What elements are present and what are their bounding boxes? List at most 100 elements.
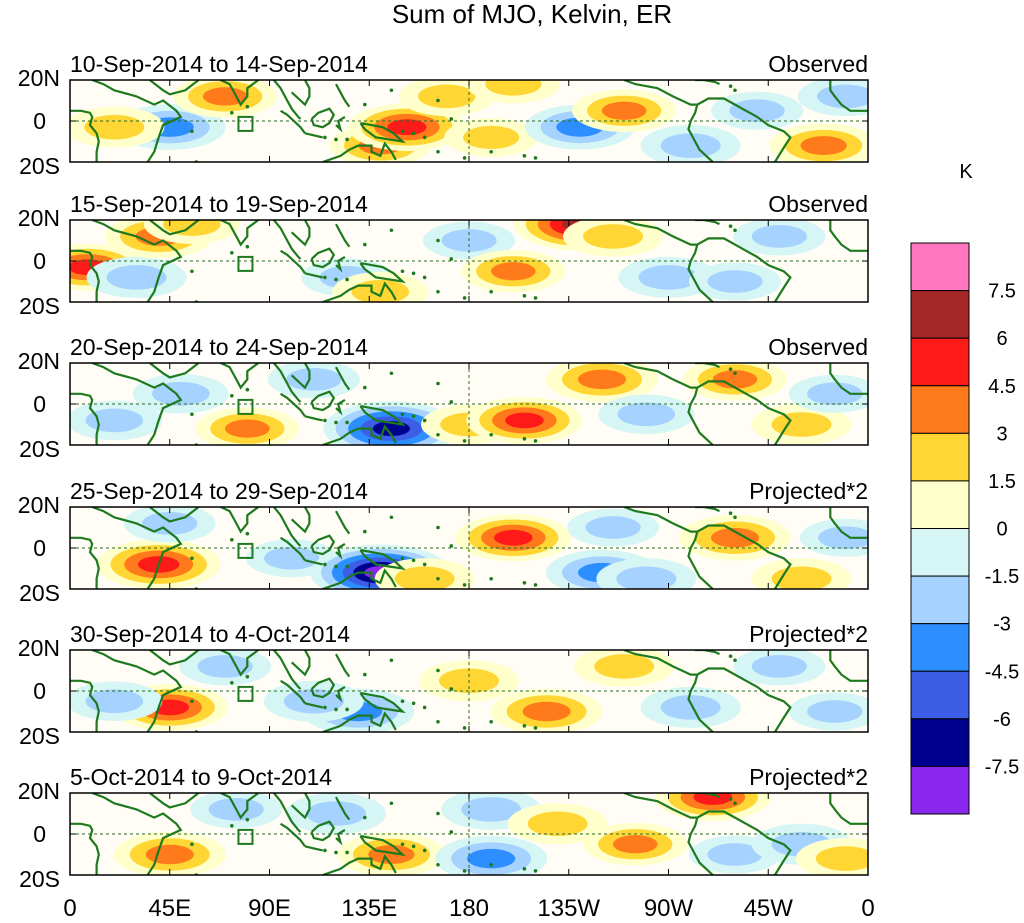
anomaly-contour <box>522 701 571 722</box>
panel-date-range: 10-Sep-2014 to 14-Sep-2014 <box>70 51 368 77</box>
colorbar-tick-label: 1.5 <box>988 471 1016 493</box>
coastline <box>695 220 720 226</box>
anomaly-contour <box>818 526 868 550</box>
colorbar-cell <box>910 528 970 577</box>
anomaly-contour <box>202 87 248 106</box>
coastline <box>220 363 260 390</box>
anomaly-contour <box>306 801 366 826</box>
island <box>422 562 427 567</box>
coastline <box>310 247 336 269</box>
anomaly-contour <box>491 262 536 281</box>
island <box>522 294 527 298</box>
panel-label: Projected*2 <box>749 621 868 647</box>
x-axis: 0 45E 90E 135E 180 135W 90W 45W 0 <box>63 895 874 922</box>
anomaly-field <box>70 220 826 302</box>
island <box>245 244 250 249</box>
anomaly-field <box>113 793 868 875</box>
y-tick-label: 20S <box>19 293 60 319</box>
coastline <box>322 141 397 162</box>
colorbar-cell <box>910 290 970 339</box>
anomaly-contour <box>712 370 758 389</box>
island <box>436 668 440 673</box>
x-tick-label: 90E <box>248 895 291 922</box>
anomaly-contour <box>707 843 763 866</box>
island <box>323 562 327 567</box>
island <box>345 277 349 282</box>
y-tick-label: 20S <box>19 436 60 462</box>
colorbar-cell <box>910 337 970 387</box>
anomaly-contour <box>660 133 721 158</box>
coastline <box>304 559 323 566</box>
island <box>436 862 440 867</box>
coastline <box>70 536 100 589</box>
y-tick-label: 20S <box>19 153 60 179</box>
coastline <box>273 507 302 547</box>
island <box>411 558 416 563</box>
coastline <box>695 80 720 86</box>
island <box>733 228 737 233</box>
coastline <box>91 650 183 732</box>
colorbar-tick-label: -1.5 <box>985 566 1019 588</box>
anomaly-contour <box>751 225 807 248</box>
colorbar-cell <box>910 242 970 292</box>
coastline <box>335 685 346 703</box>
island <box>245 104 250 109</box>
colorbar-cell <box>910 765 970 815</box>
anomaly-contour <box>485 80 542 96</box>
colorbar-tick-label: -4.5 <box>985 661 1019 683</box>
island <box>522 867 527 871</box>
island <box>436 289 440 294</box>
island <box>733 801 737 806</box>
coastline <box>687 387 714 445</box>
island <box>462 726 467 730</box>
coastline <box>70 822 100 875</box>
island <box>533 439 538 443</box>
island <box>411 271 416 276</box>
coastline <box>687 531 714 589</box>
anomaly-contour <box>368 845 415 864</box>
island <box>345 564 349 569</box>
anomaly-contour <box>638 265 699 290</box>
island <box>489 289 493 294</box>
island <box>363 385 367 390</box>
island <box>323 135 327 140</box>
coastline <box>359 405 406 427</box>
region-box <box>237 542 254 559</box>
island <box>230 111 234 115</box>
island <box>400 556 405 561</box>
island <box>436 719 440 724</box>
coastline <box>695 793 720 799</box>
island <box>345 137 349 142</box>
anomaly-contour <box>286 368 342 391</box>
y-tick-label: 20S <box>19 866 60 892</box>
coastline <box>91 793 183 875</box>
coastline <box>273 793 302 833</box>
x-tick-label: 45W <box>744 895 794 922</box>
coastline <box>687 817 714 875</box>
island <box>230 824 234 828</box>
coastline <box>829 80 868 112</box>
map-panel: 20N 0 20S 15-Sep-2014 to 19-Sep-2014 Observe… <box>18 191 869 319</box>
island <box>728 511 733 515</box>
island <box>728 797 733 801</box>
island <box>436 811 440 816</box>
coastline <box>149 363 200 379</box>
anomaly-contour <box>351 279 410 302</box>
island <box>389 371 394 376</box>
island <box>462 583 467 587</box>
island <box>733 658 737 663</box>
island <box>230 394 234 398</box>
coastline <box>304 415 323 422</box>
map-panel: 20N 0 20S 30-Sep-2014 to 4-Oct-2014 Projecte… <box>18 621 869 749</box>
island <box>533 726 538 730</box>
anomaly-field <box>70 363 868 445</box>
island <box>436 381 440 386</box>
island <box>436 238 440 243</box>
map-panel: 20N 0 20S 25-Sep-2014 to 29-Sep-2014 Project… <box>18 478 869 606</box>
anomaly-contour <box>807 382 863 406</box>
island <box>400 699 405 704</box>
island <box>733 88 737 93</box>
figure-title: Sum of MJO, Kelvin, ER <box>392 0 672 29</box>
coastline <box>273 220 302 260</box>
island <box>190 556 194 561</box>
